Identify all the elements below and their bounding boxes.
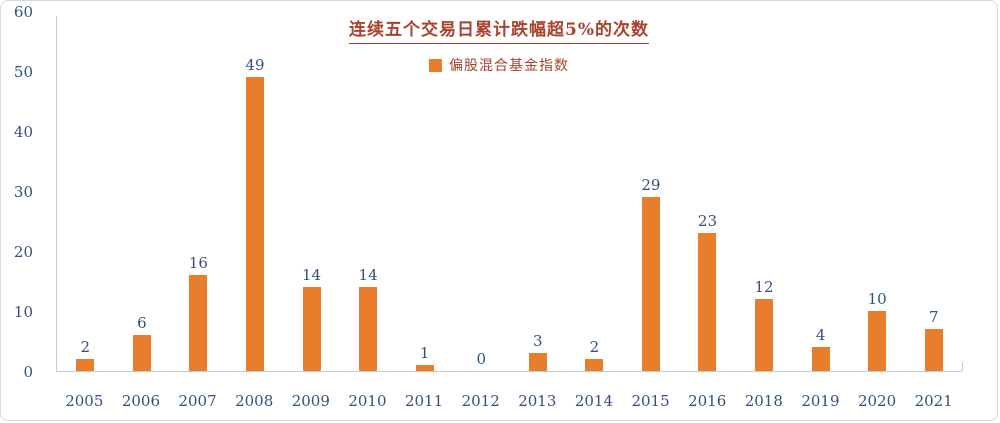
bar-value-label: 0 <box>476 350 486 368</box>
chart-title: 连续五个交易日累计跌幅超5%的次数 <box>349 15 649 44</box>
bar-value-label: 6 <box>137 314 147 332</box>
bars-row: 2 6 16 49 14 14 1 0 3 2 29 23 12 4 10 7 <box>57 16 962 371</box>
y-axis-tick-label: 40 <box>13 123 33 141</box>
x-axis-label: 2013 <box>518 392 557 410</box>
y-axis-tick-label: 60 <box>13 3 33 21</box>
y-axis-tick-label: 50 <box>13 63 33 81</box>
legend-color-swatch <box>429 58 442 72</box>
bar <box>302 287 321 371</box>
bar <box>132 335 151 371</box>
bar-value-label: 16 <box>188 254 208 272</box>
bar-value-label: 2 <box>80 338 91 356</box>
bar <box>811 347 830 371</box>
x-axis-label: 2014 <box>574 392 614 410</box>
x-axis-label: 2007 <box>178 392 217 410</box>
x-axis-label: 2006 <box>121 392 161 410</box>
x-axis-label: 2010 <box>348 392 387 410</box>
x-axis-end-tick <box>962 362 963 371</box>
bar-column: 7 <box>905 16 962 371</box>
y-axis-tick-label: 10 <box>13 303 33 321</box>
bar <box>245 77 264 371</box>
bar-column: 1 <box>396 16 453 371</box>
bar <box>528 353 547 371</box>
y-axis-labels: 0 10 20 30 40 50 60 <box>1 5 47 380</box>
bar-column: 49 <box>227 16 284 371</box>
bar <box>189 275 208 371</box>
y-axis-tick-label: 30 <box>13 183 33 201</box>
bar <box>924 329 943 371</box>
bar <box>641 197 660 371</box>
bar-column: 0 <box>453 16 510 371</box>
bar-value-label: 4 <box>815 326 826 344</box>
bar <box>359 287 378 371</box>
bar-column: 16 <box>170 16 227 371</box>
bar <box>755 299 774 371</box>
bar-value-label: 7 <box>928 308 939 326</box>
x-axis-label: 2018 <box>744 392 783 410</box>
bar-value-label: 23 <box>697 212 718 230</box>
bar-column: 10 <box>849 16 906 371</box>
bar-column: 2 <box>57 16 114 371</box>
bar-column: 14 <box>340 16 397 371</box>
x-axis-label: 2005 <box>65 392 104 410</box>
bar-value-label: 10 <box>867 290 887 308</box>
bar-column: 4 <box>792 16 849 371</box>
bar-column: 23 <box>679 16 736 371</box>
bar-column: 2 <box>566 16 623 371</box>
bar-value-label: 29 <box>641 176 661 194</box>
bar-value-label: 14 <box>358 266 378 284</box>
x-axis-label: 2011 <box>404 392 444 410</box>
y-axis-tick-label: 0 <box>23 363 33 381</box>
x-axis-label: 2020 <box>857 392 897 410</box>
bar-value-label: 49 <box>245 56 265 74</box>
bar-column: 14 <box>283 16 340 371</box>
bar-value-label: 12 <box>754 278 774 296</box>
x-axis-labels: 2005 2006 2007 2008 2009 2010 2011 2012 2013 2014… <box>56 392 962 410</box>
bar-value-label: 2 <box>589 338 600 356</box>
chart-title-wrap: 连续五个交易日累计跌幅超5%的次数 <box>1 15 997 44</box>
chart-legend: 偏股混合基金指数 <box>1 55 997 75</box>
bar <box>585 359 604 371</box>
bar <box>76 359 95 371</box>
y-axis-tick-label: 20 <box>13 243 33 261</box>
bar <box>415 365 434 371</box>
x-axis-label: 2021 <box>914 392 953 410</box>
bar-column: 12 <box>736 16 793 371</box>
x-axis-label: 2016 <box>688 392 727 410</box>
legend-series-label: 偏股混合基金指数 <box>449 58 569 74</box>
bar-column: 3 <box>510 16 567 371</box>
x-axis-label: 2019 <box>801 392 840 410</box>
bar-value-label: 14 <box>301 266 322 284</box>
x-axis-label: 2012 <box>461 392 500 410</box>
bar-value-label: 3 <box>533 332 543 350</box>
bar-column: 29 <box>623 16 680 371</box>
x-axis-label: 2015 <box>631 392 670 410</box>
bar-value-label: 1 <box>419 344 430 362</box>
x-axis-label: 2008 <box>235 392 274 410</box>
bar <box>868 311 887 371</box>
x-axis-label: 2009 <box>291 392 330 410</box>
bar-column: 6 <box>114 16 171 371</box>
plot-area: 2 6 16 49 14 14 1 0 3 2 29 23 12 4 10 7 <box>56 16 963 372</box>
bar <box>698 233 717 371</box>
